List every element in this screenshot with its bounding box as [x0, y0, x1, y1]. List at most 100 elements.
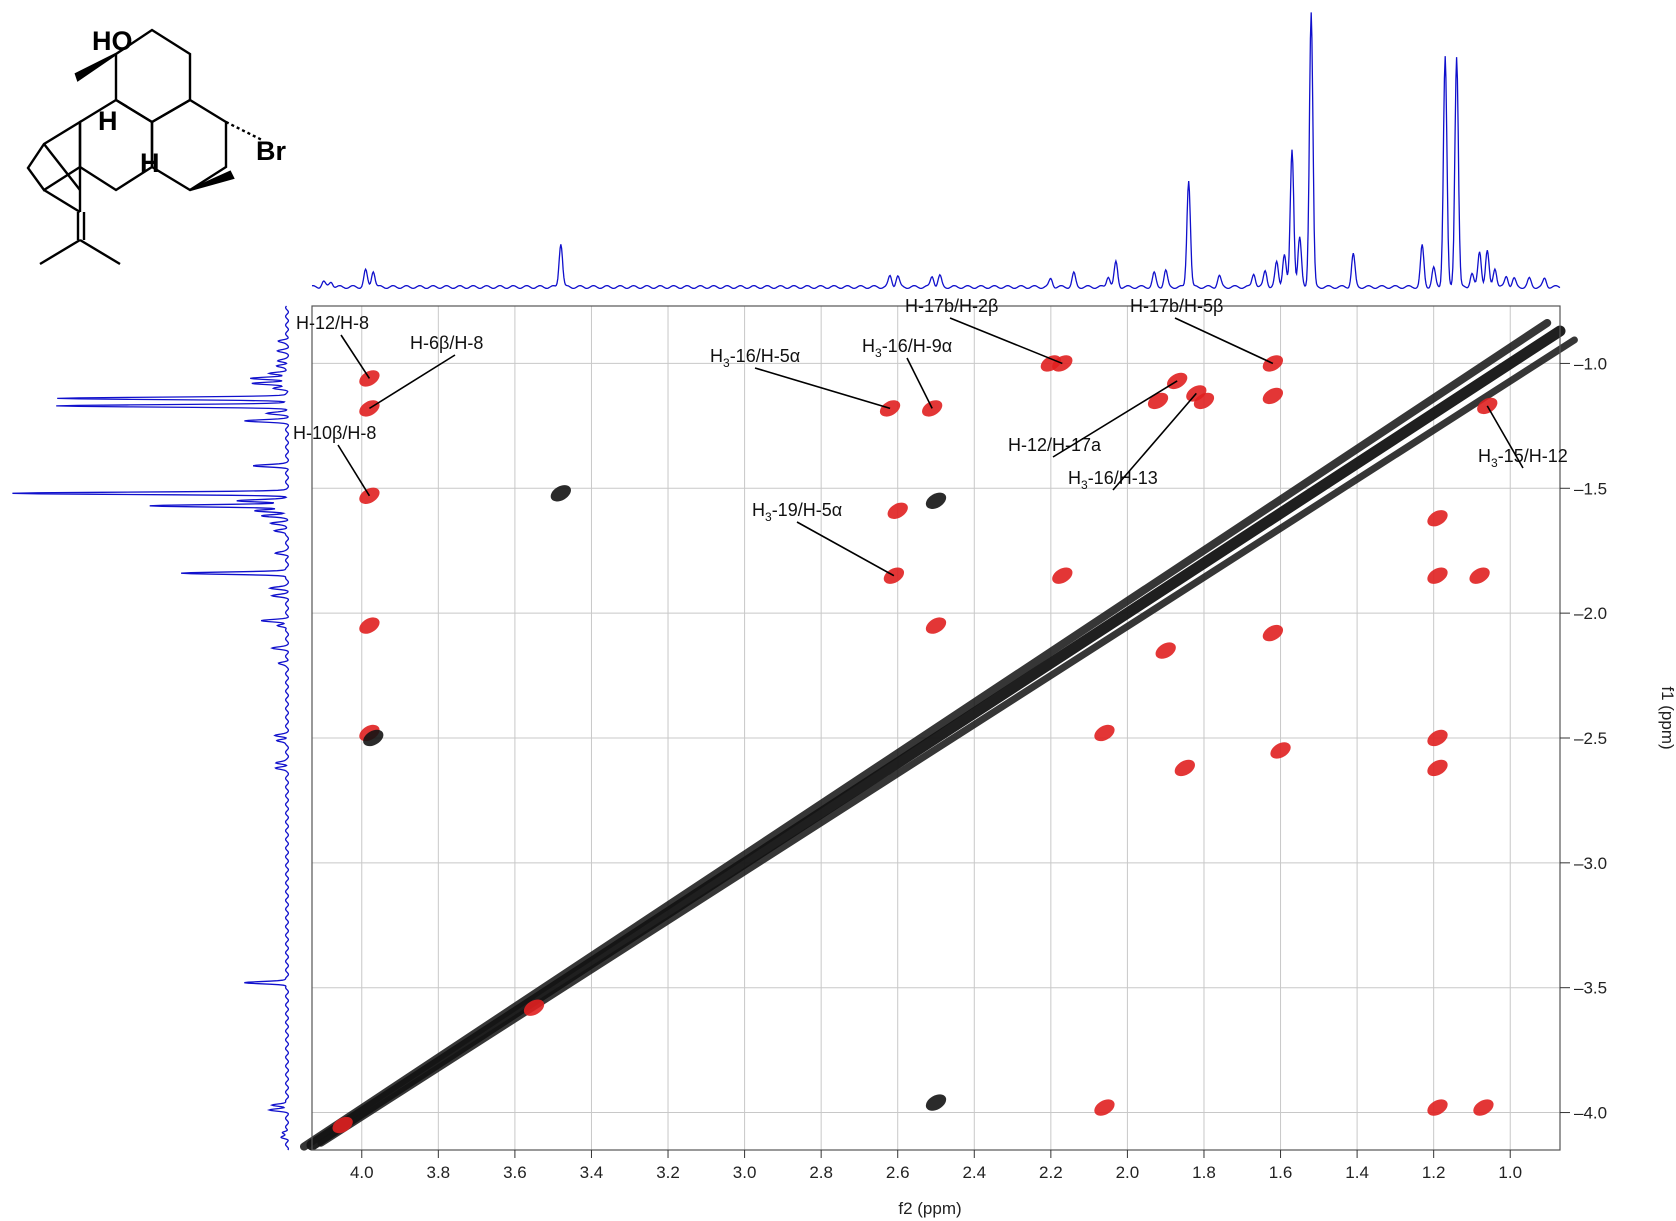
annotation-leader: [1174, 317, 1274, 365]
annotation: H3-16/H-5α: [710, 346, 891, 410]
diagonal-ridge: [300, 318, 1578, 1151]
ring-c: [150, 98, 228, 192]
x-tick-label: 1.6: [1269, 1163, 1293, 1182]
x-tick-label: 2.2: [1039, 1163, 1063, 1182]
hydrogen-label-a: H: [98, 106, 118, 136]
annotation: H3-19/H-5α: [752, 500, 895, 577]
cross-peak: [887, 502, 908, 519]
annotation: H-17b/H-5β: [1130, 296, 1274, 365]
molecule-structure: [26, 28, 263, 266]
annotation-label: H3-15/H-12: [1478, 446, 1568, 470]
x-tick-label: 3.0: [733, 1163, 757, 1182]
annotation: H3-16/H-9α: [862, 336, 952, 409]
cross-peak: [1427, 567, 1448, 584]
annotation-label: H3-16/H-9α: [862, 336, 952, 360]
cross-peak: [1094, 724, 1115, 742]
bridge-bond: [43, 143, 81, 191]
x-tick-label: 2.8: [809, 1163, 833, 1182]
x-axis: 4.0 3.8 3.6 3.4 3.2 3.0 2.8 2.6 2.4 2.2 2.0 1.8 1.6 1…: [350, 1150, 1522, 1182]
cross-peak: [1427, 759, 1448, 777]
cross-peak: [523, 999, 545, 1016]
annotation-label: H3-16/H-5α: [710, 346, 800, 370]
x-tick-label: 2.0: [1116, 1163, 1140, 1182]
cross-peak: [363, 729, 384, 747]
y-tick-label: –1.5: [1574, 479, 1607, 498]
cross-peak: [925, 617, 947, 634]
annotation-label: H-10β/H-8: [293, 423, 376, 443]
cross-peak: [1262, 624, 1284, 642]
cross-peak: [1052, 567, 1073, 584]
cross-peak: [1469, 567, 1490, 584]
x-tick-label: 1.8: [1192, 1163, 1216, 1182]
bromo-bond: [225, 120, 263, 142]
y-tick-label: –3.5: [1574, 979, 1607, 998]
annotation-leader: [1112, 392, 1197, 491]
annotation: H-12/H-8: [296, 313, 371, 379]
cross-peak: [1427, 1099, 1448, 1116]
cross-peak: [1155, 642, 1176, 659]
cross-peak: [1473, 1099, 1494, 1116]
x-tick-label: 3.2: [656, 1163, 680, 1182]
diagonal-band: [306, 325, 1566, 1151]
f2-projection: [311, 12, 1561, 290]
hydrogen-label-b: H: [140, 148, 160, 178]
cross-peak: [1174, 759, 1195, 777]
cross-peak: [1270, 742, 1291, 759]
plot-border: [311, 305, 1561, 1151]
f2-projection-trace: [311, 12, 1561, 290]
cross-peak: [359, 617, 380, 634]
annotation-label: H3-19/H-5α: [752, 500, 842, 524]
x-tick-label: 3.8: [427, 1163, 451, 1182]
ring-d: [26, 119, 82, 192]
annotation: H3-16/H-13: [1068, 392, 1197, 492]
x-tick-label: 1.4: [1345, 1163, 1369, 1182]
x-tick-label: 2.4: [962, 1163, 986, 1182]
cross-peak: [1262, 387, 1284, 405]
f1-projection-trace: [12, 305, 290, 1151]
cross-peak: [550, 485, 571, 502]
cross-peak: [1094, 1099, 1115, 1116]
cross-peak: [1147, 392, 1169, 410]
methyl-wedge: [74, 52, 117, 82]
methyl-wedge-2: [189, 170, 235, 192]
annotation-leader: [754, 367, 891, 410]
cross-peak: [1193, 392, 1215, 410]
cross-peak: [1427, 729, 1448, 747]
annotation-leader: [949, 317, 1063, 365]
annotation: H-12/H-17a: [1008, 380, 1178, 458]
annotation-label: H-17b/H-5β: [1130, 296, 1223, 316]
annotation-leader: [1486, 405, 1524, 469]
annotations: H-12/H-8 H-6β/H-8 H-10β/H-8 H3-16/H-5α H3-16…: [293, 296, 1568, 577]
cross-peak: [925, 492, 947, 509]
plot-frame: [311, 305, 1561, 1151]
cross-peak: [925, 1094, 947, 1111]
annotation-leader: [337, 444, 371, 497]
annotation-leader: [796, 521, 895, 577]
y-tick-label: –1.0: [1574, 354, 1607, 373]
annotation: H-6β/H-8: [368, 333, 483, 410]
x-tick-label: 2.6: [886, 1163, 910, 1182]
cross-peak: [1427, 510, 1448, 527]
annotation-leader: [368, 354, 456, 410]
annotation: H3-15/H-12: [1478, 405, 1568, 470]
annotation-leader: [340, 334, 371, 379]
x-tick-label: 3.4: [580, 1163, 604, 1182]
y-tick-label: –2.5: [1574, 729, 1607, 748]
annotation-leader: [1052, 380, 1178, 458]
x-tick-label: 3.6: [503, 1163, 527, 1182]
y-tick-label: –4.0: [1574, 1104, 1607, 1123]
hydroxyl-label: HO: [92, 26, 133, 56]
x-tick-label: 1.2: [1422, 1163, 1446, 1182]
annotation-leader: [906, 357, 933, 409]
x-tick-label: 1.0: [1498, 1163, 1522, 1182]
bromo-label: Br: [256, 136, 286, 166]
annotation-label: H-12/H-8: [296, 313, 369, 333]
ring-d-bond: [43, 188, 81, 214]
diagonal-band: [317, 336, 1578, 1147]
isopropylidene-right: [79, 238, 121, 266]
y-axis-title: f1 (ppm): [1658, 686, 1676, 749]
cross-peak: [332, 1116, 353, 1134]
y-tick-label: –2.0: [1574, 604, 1607, 623]
annotation: H-10β/H-8: [293, 423, 376, 497]
